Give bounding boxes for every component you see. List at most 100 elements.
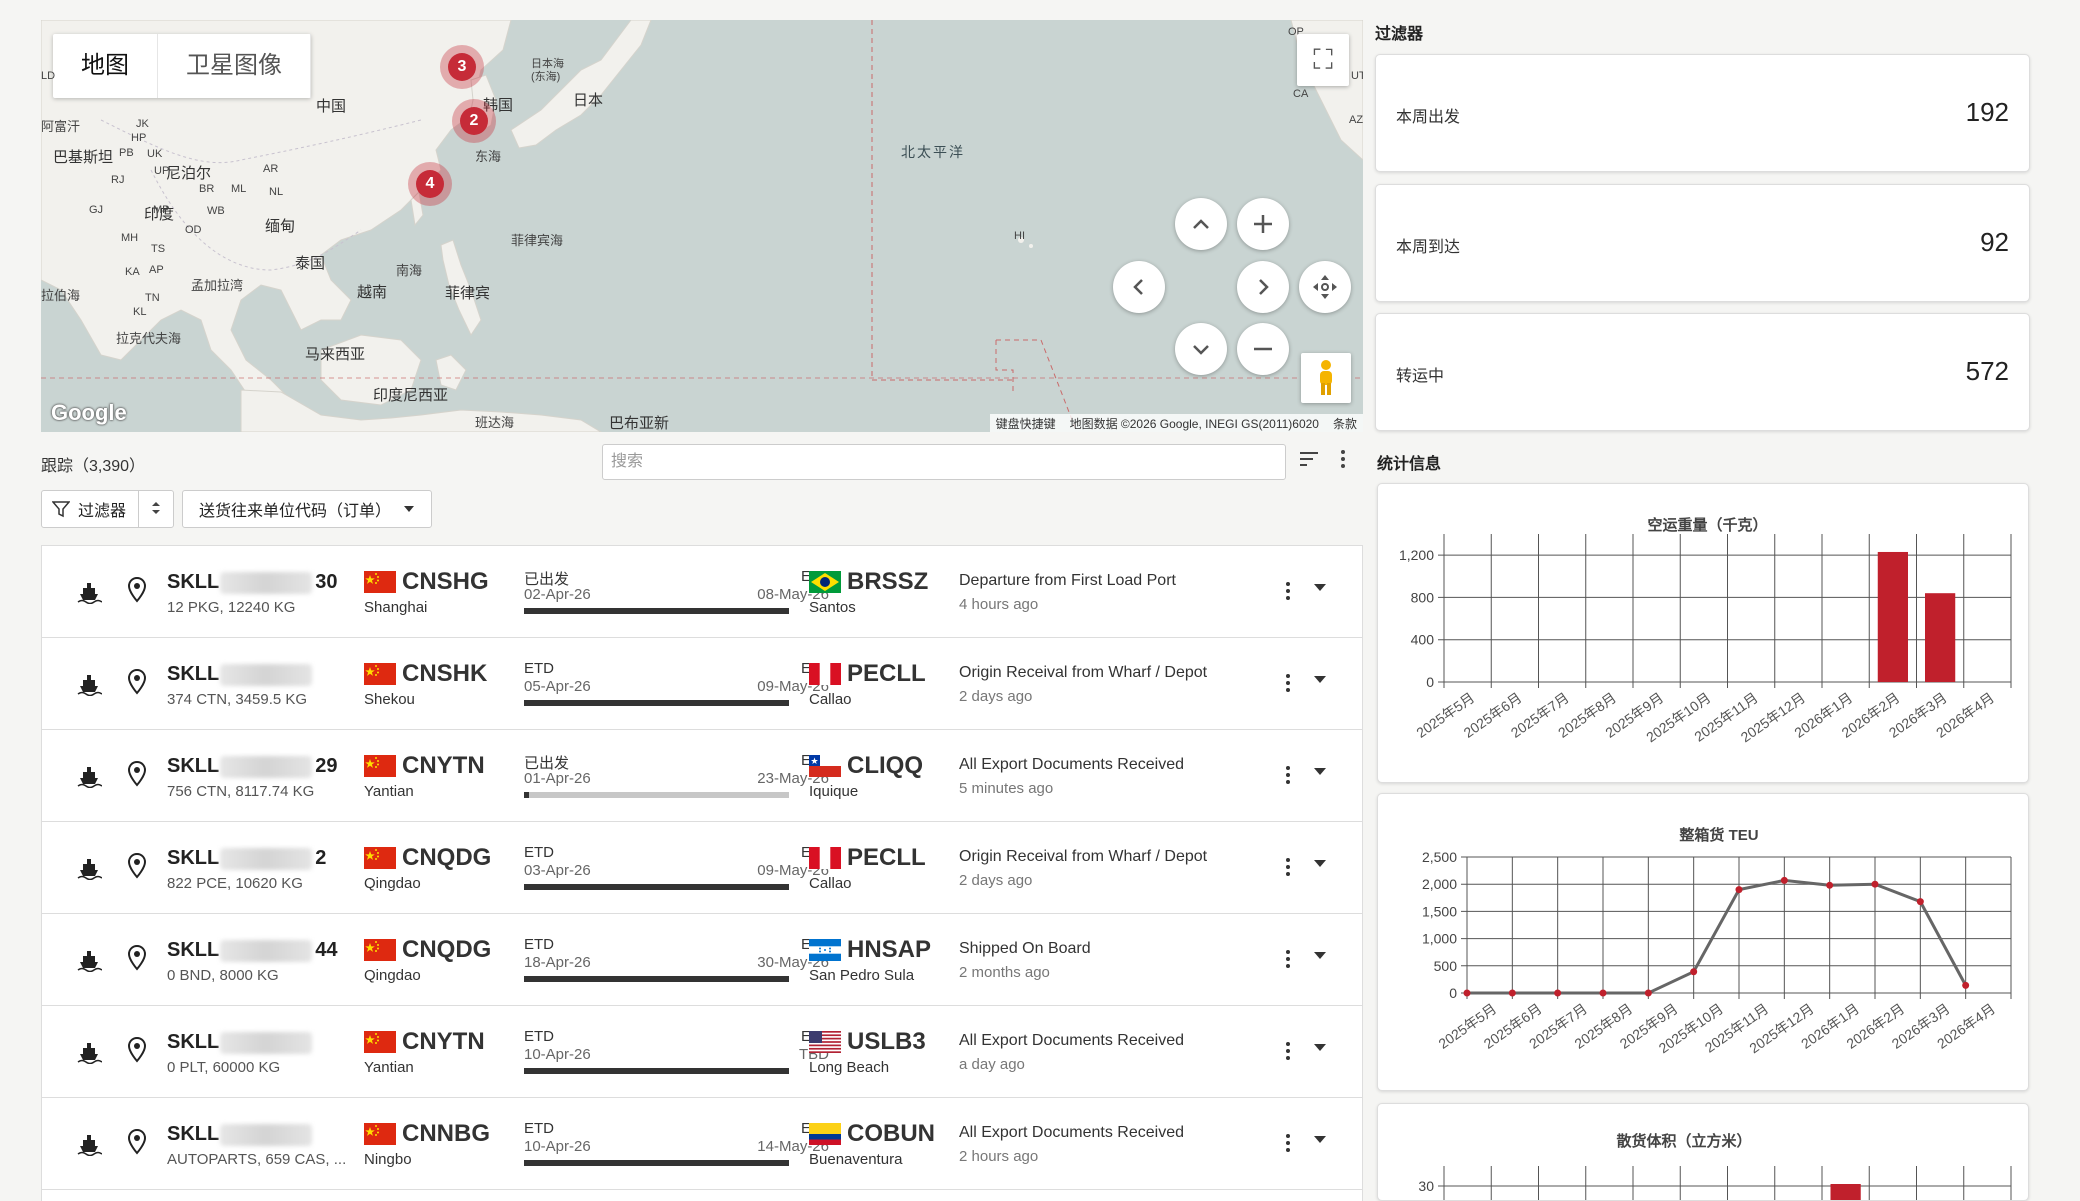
row-more-icon[interactable] xyxy=(1278,760,1298,790)
kpi-value: 92 xyxy=(1980,227,2009,257)
map-label-ca: CA xyxy=(1293,88,1309,100)
map-cluster-marker[interactable]: 3 xyxy=(440,45,484,89)
redacted-ref xyxy=(220,756,312,778)
expand-caret-icon[interactable] xyxy=(1310,855,1330,875)
departure-date: 01-Apr-26 xyxy=(524,770,591,787)
row-more-icon[interactable] xyxy=(1278,1128,1298,1158)
plus-icon xyxy=(1254,215,1272,233)
map-label-japan-sea: 日本海 (东海) xyxy=(531,58,564,83)
filter-sort-stepper[interactable] xyxy=(139,499,173,520)
pan-up-button[interactable] xyxy=(1175,198,1227,250)
zoom-out-button[interactable] xyxy=(1237,323,1289,375)
voyage-progress-fill xyxy=(524,976,789,982)
shipment-row[interactable]: SKLL AUTOPARTS, 659 CAS, ... CNNBG Ningbo ET… xyxy=(42,1098,1362,1190)
expand-caret-icon[interactable] xyxy=(1310,671,1330,691)
kpi-card-arriving[interactable]: 本周到达 92 xyxy=(1375,184,2030,302)
row-more-icon[interactable] xyxy=(1278,576,1298,606)
kpi-label: 本周到达 xyxy=(1396,239,1461,256)
zoom-in-button[interactable] xyxy=(1237,198,1289,250)
location-pin-icon[interactable] xyxy=(128,853,146,879)
keyboard-shortcuts-link[interactable]: 键盘快捷键 xyxy=(995,416,1056,431)
map-label-malaysia: 马来西亚 xyxy=(305,346,366,363)
expand-caret-icon[interactable] xyxy=(1310,947,1330,967)
expand-caret-icon[interactable] xyxy=(1310,579,1330,599)
ship-icon xyxy=(77,1135,102,1156)
row-more-icon[interactable] xyxy=(1278,668,1298,698)
map-tab-satellite[interactable]: 卫星图像 xyxy=(158,34,311,98)
destination-city: Long Beach xyxy=(809,1059,890,1076)
consignee-code-dropdown[interactable]: 送货往来单位代码（订单） xyxy=(182,490,433,528)
origin-flag-icon xyxy=(364,755,396,777)
street-view-pegman[interactable] xyxy=(1301,353,1351,403)
shipment-row[interactable]: SKLL 44 0 BND, 8000 KG CNQDG Qingdao ETD 18-Ap… xyxy=(42,914,1362,1006)
chart-point xyxy=(1554,989,1562,997)
shipment-summary: 0 BND, 8000 KG xyxy=(167,967,279,984)
google-logo: Google xyxy=(51,400,127,425)
shipment-row[interactable]: SKLL 374 CTN, 3459.5 KG CNSHK Shekou ETD 05-A… xyxy=(42,638,1362,730)
shipment-ref: SKLL 44 xyxy=(167,939,338,961)
terms-link[interactable]: 条款 xyxy=(1332,416,1357,431)
filter-icon xyxy=(52,501,70,518)
milestone-time: 2 months ago xyxy=(959,964,1050,981)
more-options-icon[interactable] xyxy=(1330,448,1356,474)
pan-right-button[interactable] xyxy=(1237,261,1289,313)
chart-bar xyxy=(1830,1184,1861,1200)
filter-button[interactable]: 过滤器 xyxy=(42,491,140,527)
chart-point xyxy=(1735,886,1743,894)
expand-caret-icon[interactable] xyxy=(1310,763,1330,783)
milestone-time: 2 days ago xyxy=(959,688,1033,705)
chart-series-line xyxy=(1467,878,1967,995)
shipment-row[interactable]: SKLL 0 PLT, 60000 KG CNYTN Yantian ETD 10-Apr… xyxy=(42,1006,1362,1098)
kpi-card-departing[interactable]: 本周出发 192 xyxy=(1375,54,2030,172)
fullscreen-button[interactable]: ⛶ xyxy=(1297,34,1349,86)
pan-down-button[interactable] xyxy=(1175,323,1227,375)
location-pin-icon[interactable] xyxy=(128,669,146,695)
departure-label: ETD xyxy=(524,1120,554,1137)
fullscreen-icon: ⛶ xyxy=(1313,43,1333,75)
move-arrows-icon xyxy=(1313,275,1337,299)
ship-icon xyxy=(77,767,102,788)
y-tick-label: 2,000 xyxy=(1422,876,1457,892)
kpi-card-in-transit[interactable]: 转运中 572 xyxy=(1375,313,2030,431)
map-label-ts: TS xyxy=(151,243,166,255)
shipment-row[interactable]: SKLL 29 756 CTN, 8117.74 KG CNYTN Yantian 已出发… xyxy=(42,730,1362,822)
location-pin-icon[interactable] xyxy=(128,945,146,971)
origin-flag-icon xyxy=(364,663,396,685)
pan-left-button[interactable] xyxy=(1113,261,1165,313)
chart-title: 散货体积（立方米） xyxy=(1616,1132,1751,1150)
destination-port-code: COBUN xyxy=(847,1120,935,1147)
map-label-india: 印度 xyxy=(144,206,175,223)
location-pin-icon[interactable] xyxy=(128,1037,146,1063)
y-tick-label: 30 xyxy=(1418,1178,1434,1194)
expand-caret-icon[interactable] xyxy=(1310,1131,1330,1151)
row-more-icon[interactable] xyxy=(1278,852,1298,882)
recenter-button[interactable] xyxy=(1299,261,1351,313)
map-label-myanmar: 缅甸 xyxy=(265,218,296,235)
origin-port-code: CNSHG xyxy=(402,568,489,595)
shipment-row[interactable]: SKLL 30 12 PKG, 12240 KG CNSHG Shanghai 已出发 02… xyxy=(42,546,1362,638)
redacted-ref xyxy=(220,940,312,962)
map-view[interactable]: 地图 卫星图像 中国 韩国 日本海 (东海) 日本 东海 北太平洋 菲律宾海 菲… xyxy=(41,20,1363,432)
location-pin-icon[interactable] xyxy=(128,577,146,603)
map-cluster-marker[interactable]: 4 xyxy=(408,162,452,206)
y-tick-label: 0 xyxy=(1426,674,1434,690)
map-cluster-marker[interactable]: 2 xyxy=(452,99,496,143)
sort-icon[interactable] xyxy=(1296,448,1322,474)
map-attribution: 键盘快捷键 地图数据 ©2026 Google, INEGI GS(2011)6… xyxy=(989,414,1363,432)
location-pin-icon[interactable] xyxy=(128,761,146,787)
expand-caret-icon[interactable] xyxy=(1310,1039,1330,1059)
row-more-icon[interactable] xyxy=(1278,944,1298,974)
search-input[interactable]: 搜索 xyxy=(602,444,1286,480)
location-pin-icon[interactable] xyxy=(128,1129,146,1155)
destination-port-code: CLIQQ xyxy=(847,752,923,779)
row-more-icon[interactable] xyxy=(1278,1036,1298,1066)
origin-port-code: CNQDG xyxy=(402,844,492,871)
destination-port-code: BRSSZ xyxy=(847,568,929,595)
shipment-row[interactable]: SKLL 2 822 PCE, 10620 KG CNQDG Qingdao ETD 03-… xyxy=(42,822,1362,914)
ship-icon xyxy=(77,859,102,880)
chevron-left-icon xyxy=(1133,279,1143,295)
map-type-tabs: 地图 卫星图像 xyxy=(53,34,311,98)
map-tab-map[interactable]: 地图 xyxy=(53,34,158,98)
filters-title: 过滤器 xyxy=(1375,26,1424,43)
milestone-status: Origin Receival from Wharf / Depot xyxy=(959,664,1208,681)
